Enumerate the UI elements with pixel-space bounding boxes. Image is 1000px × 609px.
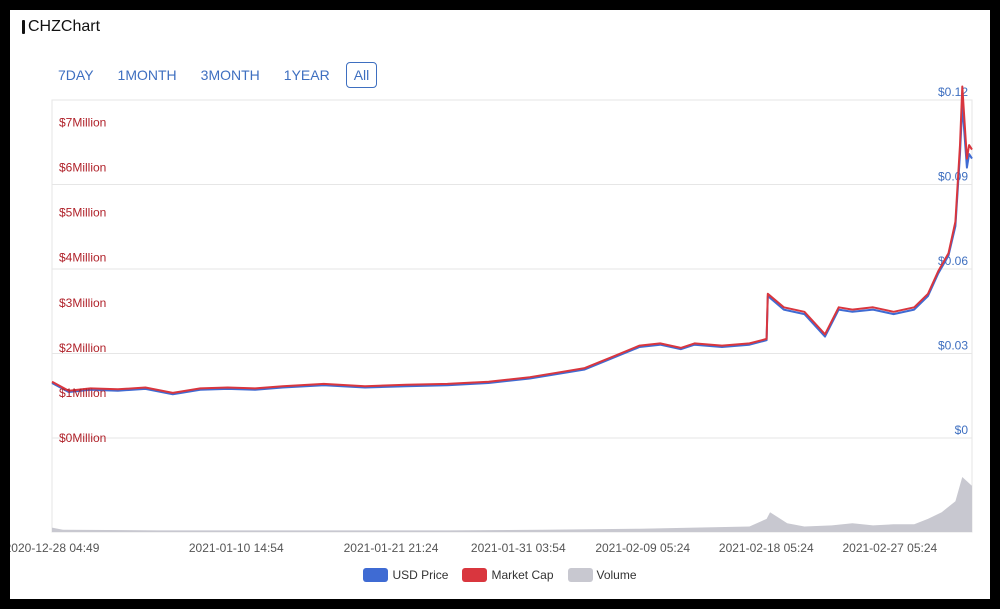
left-axis-tick: $0Million (59, 431, 106, 445)
legend-swatch-price (363, 568, 389, 582)
legend-volume[interactable]: Volume (567, 568, 637, 582)
x-axis-tick: 2021-01-21 21:24 (344, 541, 439, 555)
right-axis-tick: $0.12 (938, 85, 968, 99)
chart-header: CHZChart (22, 16, 100, 38)
x-axis-tick: 2021-02-18 05:24 (719, 541, 814, 555)
x-axis-tick: 2020-12-28 04:49 (10, 541, 100, 555)
legend-label-marketcap: Market Cap (491, 568, 554, 582)
legend-usd-price[interactable]: USD Price (363, 568, 448, 582)
left-axis-tick: $5Million (59, 206, 106, 220)
tab-3month[interactable]: 3MONTH (200, 67, 260, 83)
x-axis-tick: 2021-01-31 03:54 (471, 541, 566, 555)
legend-swatch-marketcap (462, 568, 488, 582)
left-axis-tick: $2Million (59, 341, 106, 355)
tab-1year[interactable]: 1YEAR (283, 67, 330, 83)
chart-card: CHZChart 7DAY 1MONTH 3MONTH 1YEAR All $0… (10, 10, 990, 599)
x-axis-tick: 2021-02-09 05:24 (595, 541, 690, 555)
right-axis-tick: $0 (955, 423, 969, 437)
volume-area (52, 477, 972, 532)
legend-market-cap[interactable]: Market Cap (462, 568, 554, 582)
tab-7day[interactable]: 7DAY (58, 67, 94, 83)
right-axis-tick: $0.09 (938, 170, 968, 184)
tab-all[interactable]: All (345, 62, 378, 88)
left-axis-tick: $7Million (59, 116, 106, 130)
usd-price-line (51, 103, 973, 396)
left-axis-tick: $4Million (59, 251, 106, 265)
left-axis-tick: $6Million (59, 161, 106, 175)
tab-1month[interactable]: 1MONTH (117, 67, 177, 83)
market-cap-line (51, 85, 973, 394)
legend-label-price: USD Price (392, 568, 449, 582)
range-tabs: 7DAY 1MONTH 3MONTH 1YEAR All (50, 62, 378, 88)
legend-label-volume: Volume (596, 568, 637, 582)
x-axis-tick: 2021-02-27 05:24 (842, 541, 937, 555)
x-axis-tick: 2021-01-10 14:54 (189, 541, 284, 555)
left-axis-tick: $3Million (59, 296, 106, 310)
price-chart[interactable]: $0$0.03$0.06$0.09$0.12$0Million$1Million… (10, 10, 990, 599)
legend-swatch-volume (567, 568, 593, 582)
chart-title: CHZChart (28, 18, 101, 35)
left-axis-tick: $1Million (59, 386, 106, 400)
title-bar-marker (22, 20, 25, 34)
right-axis-tick: $0.03 (938, 339, 968, 353)
chart-legend: USD Price Market Cap Volume (10, 568, 990, 582)
